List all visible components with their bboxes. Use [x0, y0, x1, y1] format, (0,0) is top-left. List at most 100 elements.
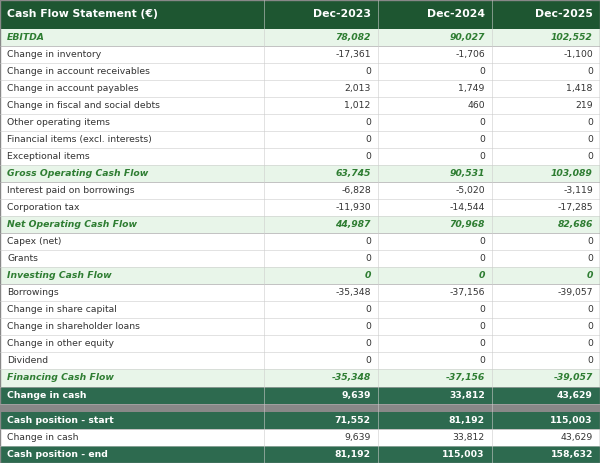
Text: -1,100: -1,100	[563, 50, 593, 59]
Text: -11,930: -11,930	[335, 203, 371, 212]
Text: Change in share capital: Change in share capital	[7, 305, 117, 314]
Text: Corporation tax: Corporation tax	[7, 203, 80, 212]
Text: 0: 0	[479, 237, 485, 246]
Bar	[0, 412, 264, 429]
Bar	[378, 114, 492, 131]
Bar	[378, 80, 492, 97]
Bar	[492, 80, 600, 97]
Bar	[0, 369, 264, 387]
Bar	[0, 148, 264, 165]
Bar	[492, 114, 600, 131]
Bar	[378, 199, 492, 216]
Text: 0: 0	[479, 254, 485, 263]
Bar	[492, 97, 600, 114]
Bar	[378, 46, 492, 63]
Text: Change in shareholder loans: Change in shareholder loans	[7, 322, 140, 332]
Text: 0: 0	[587, 67, 593, 76]
Text: 43,629: 43,629	[560, 433, 593, 442]
Text: 0: 0	[479, 67, 485, 76]
Text: Change in account payables: Change in account payables	[7, 84, 139, 93]
Bar	[492, 446, 600, 463]
Bar	[492, 199, 600, 216]
Text: 0: 0	[365, 67, 371, 76]
Text: 115,003: 115,003	[442, 450, 485, 459]
Bar	[0, 97, 264, 114]
Text: 0: 0	[479, 357, 485, 365]
Text: 0: 0	[479, 152, 485, 161]
Bar	[0, 335, 264, 352]
Text: 0: 0	[587, 339, 593, 349]
Bar	[0, 352, 264, 369]
Bar	[492, 319, 600, 335]
Text: Dec-2024: Dec-2024	[427, 9, 485, 19]
Bar	[0, 46, 264, 63]
Bar	[0, 182, 264, 199]
Bar	[264, 182, 378, 199]
Bar	[378, 446, 492, 463]
Bar	[492, 335, 600, 352]
Text: 70,968: 70,968	[449, 220, 485, 229]
Text: Interest paid on borrowings: Interest paid on borrowings	[7, 186, 135, 195]
Text: 460: 460	[467, 101, 485, 110]
Bar	[492, 29, 600, 46]
Text: 0: 0	[365, 322, 371, 332]
Text: 103,089: 103,089	[551, 169, 593, 178]
Bar	[264, 387, 378, 404]
Bar	[264, 284, 378, 301]
Bar	[492, 250, 600, 267]
Text: 81,192: 81,192	[335, 450, 371, 459]
Bar	[492, 284, 600, 301]
Text: -1,706: -1,706	[455, 50, 485, 59]
Text: 90,027: 90,027	[449, 33, 485, 42]
Bar	[264, 165, 378, 182]
Bar	[378, 148, 492, 165]
Text: 63,745: 63,745	[335, 169, 371, 178]
Bar	[378, 387, 492, 404]
Text: 1,012: 1,012	[344, 101, 371, 110]
Text: 33,812: 33,812	[449, 390, 485, 400]
Text: 0: 0	[365, 254, 371, 263]
Text: 0: 0	[479, 135, 485, 144]
Bar	[378, 267, 492, 284]
Text: Change in other equity: Change in other equity	[7, 339, 114, 349]
Text: 44,987: 44,987	[335, 220, 371, 229]
Text: 0: 0	[479, 305, 485, 314]
Text: 1,749: 1,749	[458, 84, 485, 93]
Bar	[264, 250, 378, 267]
Text: Change in fiscal and social debts: Change in fiscal and social debts	[7, 101, 160, 110]
Text: 0: 0	[587, 357, 593, 365]
Text: 158,632: 158,632	[550, 450, 593, 459]
Bar	[264, 369, 378, 387]
Bar	[0, 80, 264, 97]
Text: 0: 0	[587, 322, 593, 332]
Text: 0: 0	[365, 135, 371, 144]
Bar	[0, 165, 264, 182]
Text: Net Operating Cash Flow: Net Operating Cash Flow	[7, 220, 137, 229]
Bar	[0, 29, 264, 46]
Bar	[492, 267, 600, 284]
Bar	[492, 387, 600, 404]
Text: Financial items (excl. interests): Financial items (excl. interests)	[7, 135, 152, 144]
Text: 0: 0	[479, 118, 485, 127]
Bar	[492, 63, 600, 80]
Text: 33,812: 33,812	[452, 433, 485, 442]
Text: 2,013: 2,013	[344, 84, 371, 93]
Bar	[492, 148, 600, 165]
Bar	[264, 199, 378, 216]
Text: 81,192: 81,192	[449, 416, 485, 425]
Bar	[378, 250, 492, 267]
Bar	[264, 63, 378, 80]
Bar	[378, 335, 492, 352]
Bar	[0, 131, 264, 148]
Bar	[0, 387, 264, 404]
Bar	[264, 29, 378, 46]
Text: 43,629: 43,629	[557, 390, 593, 400]
Bar	[492, 301, 600, 319]
Text: Change in inventory: Change in inventory	[7, 50, 101, 59]
Bar	[378, 352, 492, 369]
Text: 0: 0	[365, 152, 371, 161]
Text: Borrowings: Borrowings	[7, 288, 59, 297]
Bar	[378, 319, 492, 335]
Text: Cash position - end: Cash position - end	[7, 450, 108, 459]
Bar	[492, 216, 600, 233]
